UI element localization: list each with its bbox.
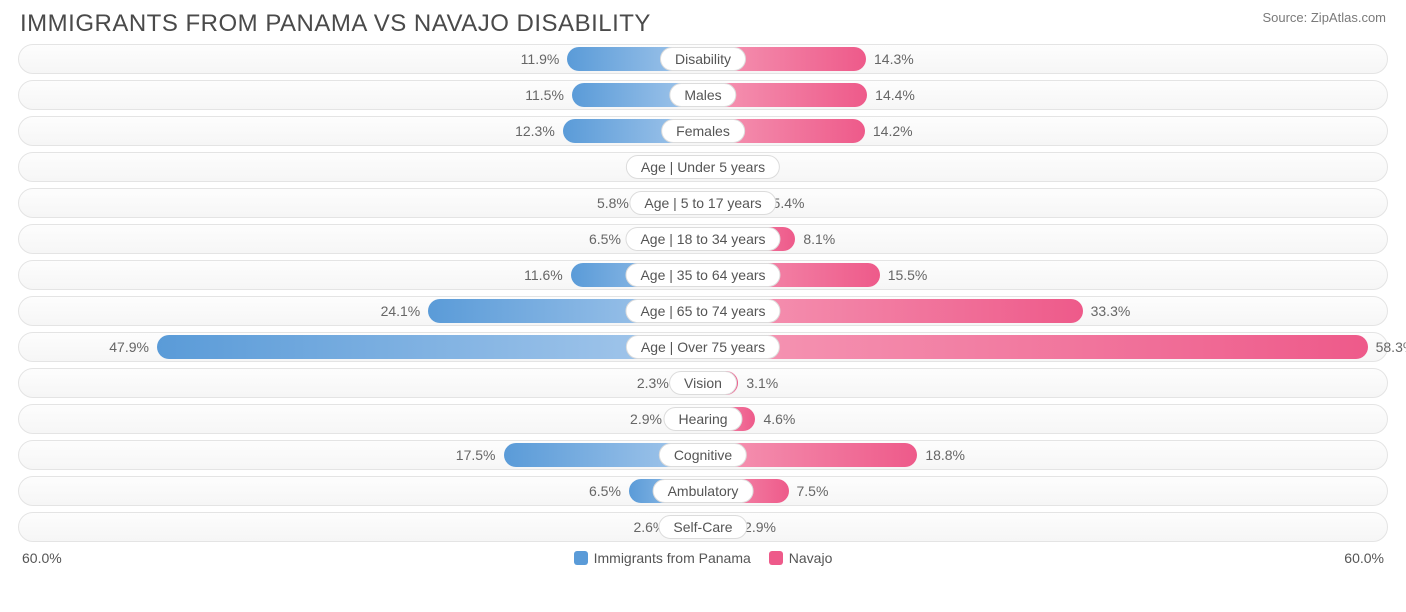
value-right: 5.4% <box>773 195 805 211</box>
value-right: 14.3% <box>874 51 914 67</box>
value-right: 2.9% <box>744 519 776 535</box>
category-badge: Age | Under 5 years <box>626 155 780 179</box>
value-right: 4.6% <box>763 411 795 427</box>
bar-left <box>157 335 703 359</box>
chart-row: 47.9%58.3%Age | Over 75 years <box>18 332 1388 362</box>
value-right: 15.5% <box>888 267 928 283</box>
category-badge: Ambulatory <box>653 479 754 503</box>
category-badge: Disability <box>660 47 746 71</box>
legend-label-right: Navajo <box>789 550 833 566</box>
legend-swatch-left <box>574 551 588 565</box>
chart-row: 6.5% 7.5% Ambulatory <box>18 476 1388 506</box>
value-left: 17.5% <box>456 447 496 463</box>
chart-row: 11.5% 14.4% Males <box>18 80 1388 110</box>
category-badge: Age | Over 75 years <box>626 335 780 359</box>
chart-row: 2.6%2.9%Self-Care <box>18 512 1388 542</box>
value-right: 3.1% <box>746 375 778 391</box>
chart-header: IMMIGRANTS FROM PANAMA VS NAVAJO DISABIL… <box>14 10 1392 44</box>
chart-row: 12.3% 14.2% Females <box>18 116 1388 146</box>
chart-row: 1.2%1.6%Age | Under 5 years <box>18 152 1388 182</box>
chart-source: Source: ZipAtlas.com <box>1262 10 1386 25</box>
legend-label-left: Immigrants from Panama <box>594 550 751 566</box>
value-right: 18.8% <box>925 447 965 463</box>
value-left: 5.8% <box>597 195 629 211</box>
value-left: 11.5% <box>525 87 564 103</box>
category-badge: Females <box>661 119 745 143</box>
category-badge: Age | 35 to 64 years <box>625 263 780 287</box>
legend-item-right: Navajo <box>769 550 833 566</box>
value-right: 33.3% <box>1091 303 1131 319</box>
value-right: 14.2% <box>873 123 913 139</box>
value-left: 24.1% <box>381 303 421 319</box>
category-badge: Self-Care <box>658 515 747 539</box>
chart-row: 2.3% 3.1% Vision <box>18 368 1388 398</box>
category-badge: Age | 5 to 17 years <box>629 191 776 215</box>
chart-row: 5.8% 5.4%Age | 5 to 17 years <box>18 188 1388 218</box>
value-left: 6.5% <box>589 231 621 247</box>
value-left: 6.5% <box>589 483 621 499</box>
value-right: 7.5% <box>797 483 829 499</box>
chart-row: 2.9% 4.6% Hearing <box>18 404 1388 434</box>
category-badge: Vision <box>669 371 737 395</box>
chart-row: 6.5% 8.1% Age | 18 to 34 years <box>18 224 1388 254</box>
chart-row: 17.5% 18.8% Cognitive <box>18 440 1388 470</box>
value-left: 47.9% <box>109 339 149 355</box>
category-badge: Age | 65 to 74 years <box>625 299 780 323</box>
chart-row: 11.9% 14.3% Disability <box>18 44 1388 74</box>
bar-right <box>703 335 1368 359</box>
legend-swatch-right <box>769 551 783 565</box>
value-right: 58.3% <box>1376 339 1406 355</box>
value-left: 11.6% <box>524 267 563 283</box>
chart-area: 11.9% 14.3% Disability 11.5% 14.4% Males 12.3%… <box>14 44 1392 566</box>
axis-right-max: 60.0% <box>1344 550 1384 566</box>
chart-rows: 11.9% 14.3% Disability 11.5% 14.4% Males 12.3%… <box>18 44 1388 542</box>
chart-row: 11.6% 15.5% Age | 35 to 64 years <box>18 260 1388 290</box>
chart-footer: 60.0% Immigrants from Panama Navajo 60.0… <box>18 542 1388 566</box>
category-badge: Age | 18 to 34 years <box>625 227 780 251</box>
chart-row: 24.1% 33.3% Age | 65 to 74 years <box>18 296 1388 326</box>
value-right: 8.1% <box>803 231 835 247</box>
category-badge: Cognitive <box>659 443 747 467</box>
category-badge: Hearing <box>663 407 742 431</box>
value-left: 2.9% <box>630 411 662 427</box>
value-left: 12.3% <box>515 123 555 139</box>
category-badge: Males <box>669 83 736 107</box>
chart-title: IMMIGRANTS FROM PANAMA VS NAVAJO DISABIL… <box>20 10 651 38</box>
axis-left-max: 60.0% <box>22 550 62 566</box>
legend-item-left: Immigrants from Panama <box>574 550 751 566</box>
chart-legend: Immigrants from Panama Navajo <box>574 550 833 566</box>
value-left: 2.3% <box>637 375 669 391</box>
value-right: 14.4% <box>875 87 915 103</box>
value-left: 11.9% <box>521 51 560 67</box>
